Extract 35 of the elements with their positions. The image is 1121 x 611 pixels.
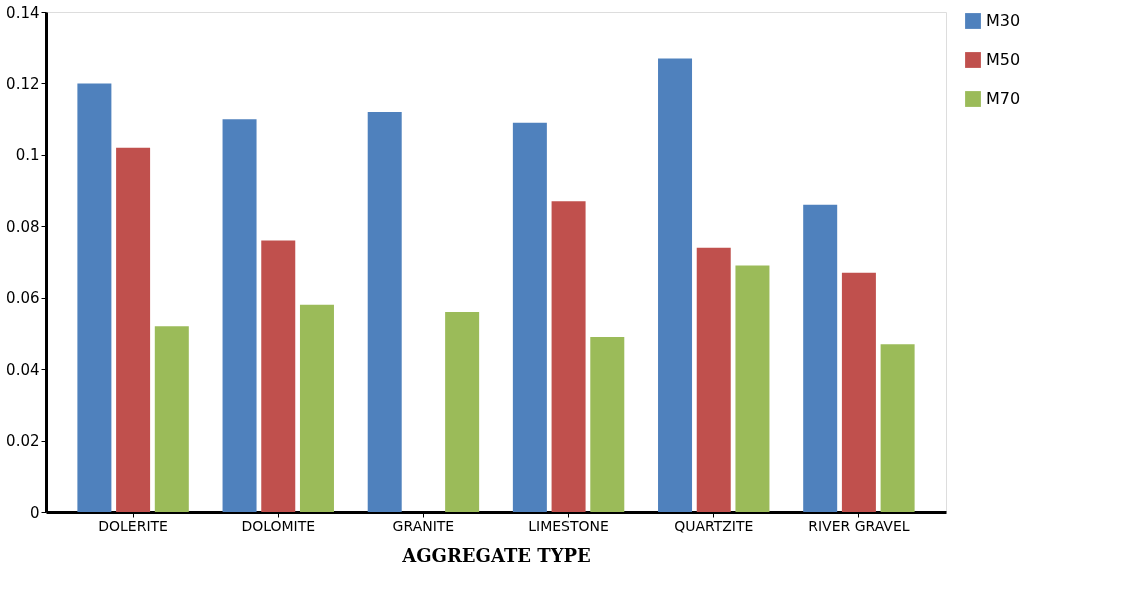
x-tick-label: DOLERITE <box>98 517 168 534</box>
y-tick-label: 0 <box>29 503 40 522</box>
bar <box>77 83 112 512</box>
bar <box>222 119 257 512</box>
bar <box>880 344 915 512</box>
bar <box>154 326 189 512</box>
bar <box>512 122 547 512</box>
bar <box>261 240 296 512</box>
bar <box>299 304 334 512</box>
x-axis-title: AGGREGATE TYPE <box>401 544 591 566</box>
bar <box>658 58 693 512</box>
bar <box>116 147 151 512</box>
bar <box>367 112 402 512</box>
legend-label: M70 <box>986 89 1021 108</box>
y-tick-label: 0.06 <box>6 289 40 308</box>
x-tick-label: RIVER GRAVEL <box>808 517 910 534</box>
x-tick-label: DOLOMITE <box>241 517 316 534</box>
y-tick-label: 0.04 <box>6 360 40 379</box>
y-tick-label: 0.02 <box>6 432 40 451</box>
bar <box>696 247 731 512</box>
bar <box>590 337 625 512</box>
bar <box>803 204 838 512</box>
legend-label: M50 <box>986 50 1021 69</box>
bar <box>735 265 770 512</box>
y-tick-label: 0.08 <box>6 217 40 236</box>
bar <box>445 312 480 512</box>
x-tick-label: LIMESTONE <box>528 517 609 534</box>
bar <box>551 201 586 512</box>
x-tick-label: QUARTZITE <box>674 517 754 534</box>
bar <box>841 272 876 512</box>
y-tick-label: 0.14 <box>6 3 40 22</box>
x-tick-label: GRANITE <box>392 517 455 534</box>
y-tick-label: 0.12 <box>6 74 40 93</box>
y-tick-label: 0.1 <box>15 146 40 165</box>
legend-label: M30 <box>986 11 1021 30</box>
